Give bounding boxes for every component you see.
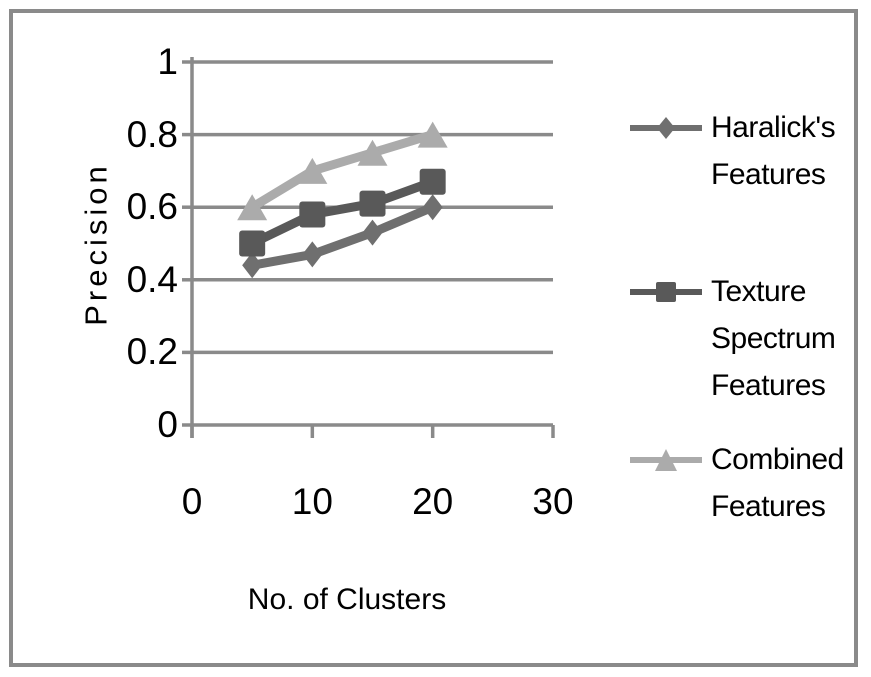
marker-square: [419, 168, 446, 195]
marker-triangle: [297, 157, 328, 184]
legend-label: Texture Spectrum Features: [711, 275, 836, 402]
marker-diamond: [362, 219, 383, 246]
legend-triangle: [655, 449, 677, 471]
marker-triangle: [357, 139, 388, 166]
marker-triangle: [417, 121, 448, 148]
x-axis-title: No. of Clusters: [247, 583, 447, 616]
triangle-marker-icon: [630, 449, 702, 471]
square-marker-icon: [630, 282, 702, 302]
marker-diamond: [422, 194, 443, 221]
x-tick-label: 20: [412, 481, 454, 522]
y-tick-label: 0.6: [126, 186, 178, 228]
y-tick-label: 0: [157, 404, 178, 445]
legend-label: Combined Features: [711, 443, 844, 523]
y-tick-label: 0.2: [126, 331, 178, 373]
series-line-combined-features: [249, 130, 434, 212]
marker-square: [359, 190, 386, 217]
marker-triangle: [237, 194, 268, 221]
legend-item-texture-spectrum-features: Texture Spectrum Features: [628, 268, 871, 409]
legend-label: Haralick's Features: [711, 111, 836, 191]
series-line-texture-spectrum-features: [250, 177, 435, 248]
y-tick-label: 0.4: [126, 258, 178, 300]
x-tick-label: 10: [291, 481, 333, 522]
legend-item-combined-features: Combined Features: [628, 436, 871, 530]
diamond-marker-icon: [630, 117, 702, 139]
legend-diamond: [657, 117, 675, 139]
y-tick-label: 0.8: [126, 113, 178, 155]
series-line-haralick-s-features: [251, 203, 435, 270]
legend-square: [656, 282, 676, 302]
chart-frame: [9, 9, 858, 667]
marker-diamond: [302, 241, 323, 268]
marker-diamond: [242, 252, 263, 279]
marker-square: [239, 230, 266, 257]
y-tick-label: 1: [157, 41, 178, 82]
legend-item-haralick-s-features: Haralick's Features: [628, 104, 871, 198]
marker-square: [299, 201, 326, 228]
y-axis-title: Precision: [78, 162, 114, 326]
x-tick-label: 0: [181, 481, 203, 522]
x-tick-label: 30: [532, 481, 574, 522]
